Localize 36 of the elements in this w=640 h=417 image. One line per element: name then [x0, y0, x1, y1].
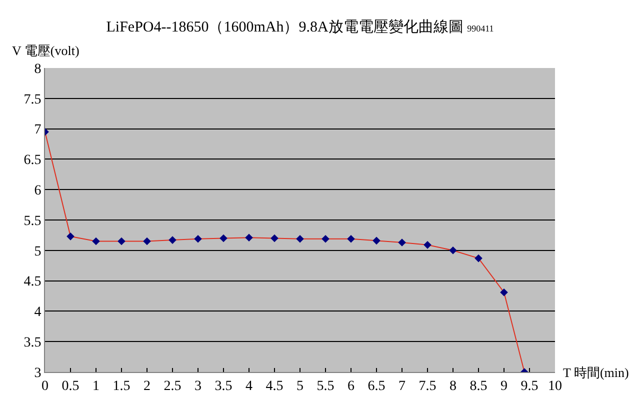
y-tick-label: 7 [34, 122, 42, 138]
y-tick-label: 4 [34, 305, 42, 320]
x-tick-label: 5 [296, 378, 304, 394]
chart-subtitle: 990411 [467, 23, 494, 34]
chart-title: LiFePO4--18650（1600mAh）9.8A放電電壓變化曲線圖 [106, 19, 464, 36]
x-tick-label: 6 [348, 378, 354, 394]
x-tick-label: 6.5 [368, 378, 386, 394]
y-tick-label: 4.5 [24, 274, 42, 290]
y-tick-label: 5.5 [24, 214, 42, 229]
x-tick-label: 0 [42, 378, 48, 394]
x-tick-label: 7 [398, 378, 406, 394]
x-tick-label: 10 [548, 378, 562, 394]
y-axis-title: V 電壓(volt) [12, 43, 80, 58]
x-tick-label: 7.5 [418, 378, 436, 394]
y-tick-label: 8 [34, 62, 42, 77]
x-tick-label: 1.5 [112, 378, 130, 394]
y-tick-label: 7.5 [24, 92, 42, 108]
x-tick-label: 1 [92, 378, 100, 394]
x-tick-label: 5.5 [316, 378, 334, 394]
x-tick-label: 8.5 [470, 378, 488, 394]
x-tick-label: 2.5 [164, 378, 182, 394]
x-axis-title: T 時間(min) [563, 365, 629, 380]
x-tick-label: 9 [500, 378, 508, 394]
x-tick-label: 4 [246, 378, 252, 394]
x-tick-label: 9.5 [520, 378, 538, 394]
x-tick-label: 8 [450, 378, 456, 394]
x-tick-label: 3.5 [214, 378, 232, 394]
y-tick-label: 5 [34, 244, 42, 260]
y-tick-label: 3 [34, 366, 42, 381]
x-tick-label: 2 [144, 378, 150, 394]
x-tick-label: 3 [194, 378, 202, 394]
y-tick-label: 6 [34, 184, 42, 198]
y-tick-label: 3.5 [24, 336, 42, 350]
x-tick-label: 4.5 [266, 378, 284, 394]
y-tick-label: 6.5 [24, 153, 42, 168]
x-tick-label: 0.5 [62, 378, 80, 394]
